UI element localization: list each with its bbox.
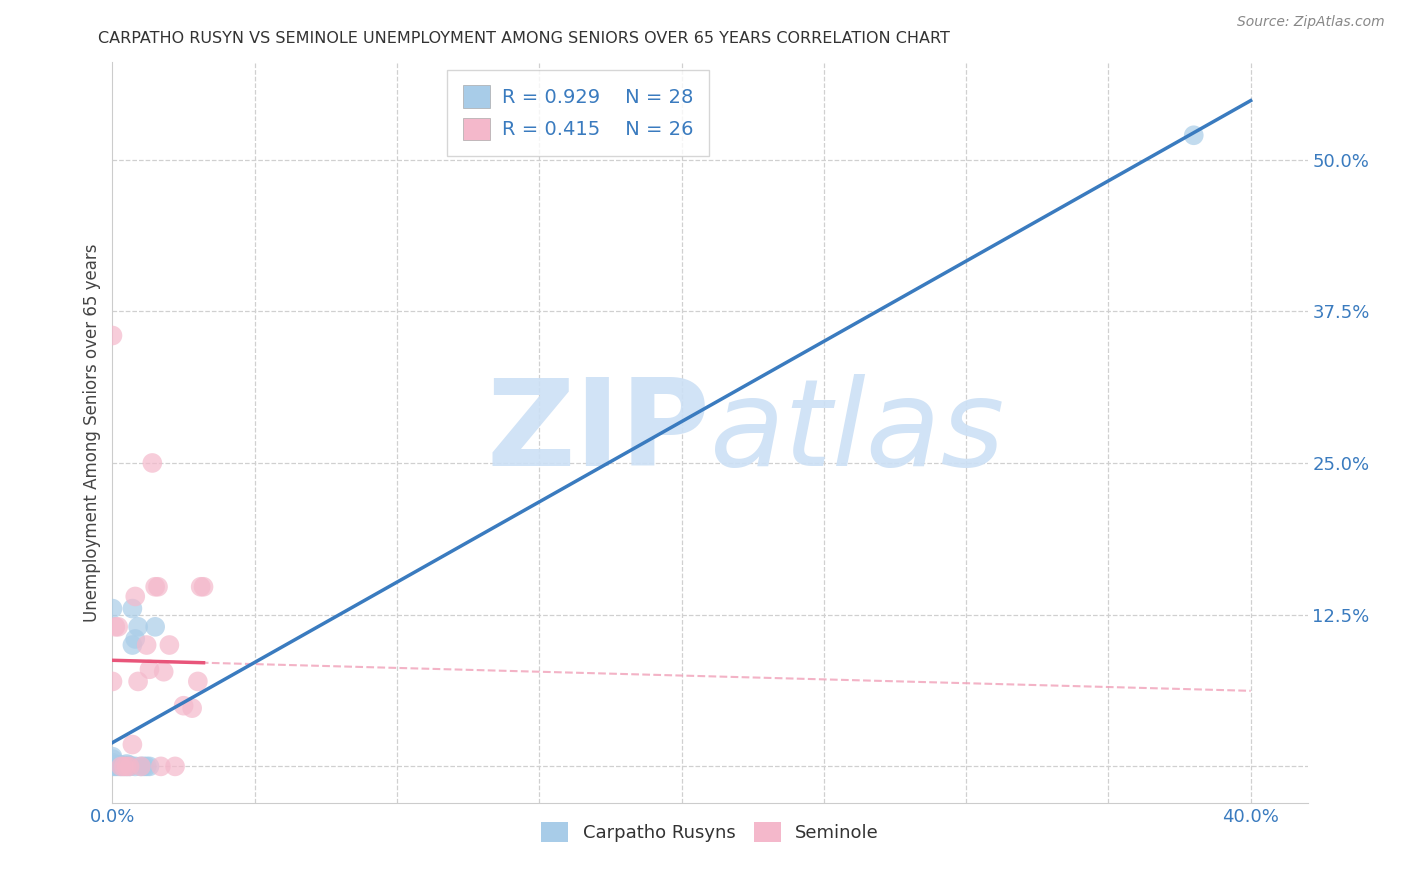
Point (110, 758, 132, 772)
Point (118, 759, 141, 773)
Point (101, 759, 124, 773)
Point (101, 674, 124, 689)
Point (141, 456, 163, 470)
Point (1182, 128, 1205, 143)
Text: atlas: atlas (710, 374, 1005, 491)
Text: Source: ZipAtlas.com: Source: ZipAtlas.com (1237, 15, 1385, 29)
Point (138, 759, 160, 773)
Point (107, 620, 129, 634)
Point (118, 758, 141, 772)
Point (112, 759, 135, 773)
Point (129, 759, 152, 773)
Point (101, 756, 124, 770)
Point (132, 759, 155, 773)
Point (146, 580, 169, 594)
Point (157, 638, 180, 652)
Point (129, 759, 152, 773)
Point (101, 601, 124, 615)
Point (115, 759, 138, 773)
Point (118, 759, 141, 773)
Point (112, 759, 135, 773)
Point (110, 759, 132, 773)
Point (187, 674, 209, 689)
Point (193, 580, 215, 594)
Point (101, 328, 124, 343)
Point (121, 738, 143, 752)
Point (110, 759, 132, 773)
Point (181, 701, 204, 715)
Point (104, 759, 127, 773)
Point (104, 620, 127, 634)
Point (104, 758, 127, 772)
Point (135, 638, 157, 652)
Point (115, 756, 138, 771)
Point (124, 590, 146, 604)
Point (127, 620, 149, 634)
Point (138, 662, 160, 676)
Point (124, 759, 146, 773)
Point (112, 758, 135, 772)
Point (143, 580, 166, 594)
Point (165, 759, 187, 773)
Text: ZIP: ZIP (486, 374, 710, 491)
Point (135, 759, 157, 773)
Point (149, 759, 172, 773)
Legend: Carpatho Rusyns, Seminole: Carpatho Rusyns, Seminole (534, 815, 886, 849)
Point (124, 632, 146, 646)
Point (107, 758, 129, 772)
Y-axis label: Unemployment Among Seniors over 65 years: Unemployment Among Seniors over 65 years (83, 244, 101, 622)
Point (190, 580, 212, 594)
Point (121, 601, 143, 615)
Point (173, 698, 195, 713)
Point (143, 620, 166, 634)
Point (101, 749, 124, 764)
Text: CARPATHO RUSYN VS SEMINOLE UNEMPLOYMENT AMONG SENIORS OVER 65 YEARS CORRELATION : CARPATHO RUSYN VS SEMINOLE UNEMPLOYMENT … (98, 31, 950, 46)
Point (115, 759, 138, 773)
Point (121, 638, 143, 652)
Point (107, 759, 129, 773)
Point (101, 752, 124, 766)
Point (152, 665, 174, 679)
Point (127, 674, 149, 689)
